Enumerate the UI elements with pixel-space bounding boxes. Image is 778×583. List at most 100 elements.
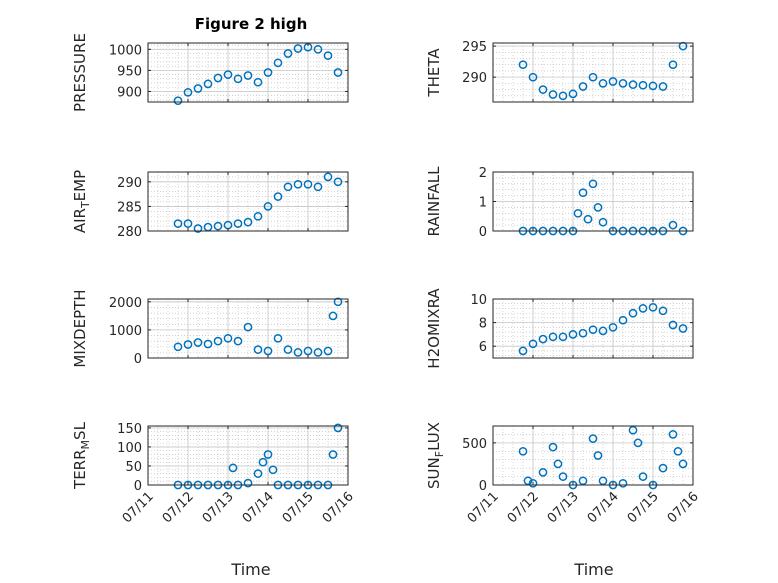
data-point (333, 68, 343, 77)
data-point (638, 80, 648, 90)
data-point (638, 472, 648, 481)
data-point (323, 172, 333, 182)
y-axis-label-part: SUN (425, 457, 443, 489)
y-axis-label: THETA (425, 48, 443, 98)
data-point (243, 478, 253, 488)
data-point (203, 79, 213, 89)
data-point (183, 219, 193, 228)
y-tick-label: 2 (479, 166, 487, 181)
data-point (303, 179, 313, 189)
y-tick-label: 8 (479, 317, 487, 332)
y-tick-label: 290 (462, 71, 487, 86)
data-point (598, 217, 608, 227)
y-axis-label-subscript: T (79, 201, 92, 209)
data-point (268, 465, 278, 475)
y-tick-label: 900 (117, 85, 142, 100)
x-axis-label-right: Time (573, 560, 613, 579)
y-tick-label: 2000 (109, 296, 142, 311)
data-point (523, 476, 533, 486)
data-point (608, 77, 618, 86)
data-point (303, 346, 313, 356)
axes-frame (147, 171, 349, 232)
y-tick-label: 1000 (109, 43, 142, 58)
data-point (538, 468, 548, 477)
data-point (293, 44, 303, 53)
y-tick-label: 295 (462, 40, 487, 55)
data-point (213, 336, 223, 346)
plot-area (148, 426, 348, 485)
data-point (598, 79, 608, 88)
data-point (618, 478, 628, 488)
axes-frame (147, 298, 349, 359)
data-point (333, 297, 343, 307)
data-point (263, 450, 273, 459)
data-point (193, 224, 203, 233)
data-point (573, 208, 583, 218)
data-point (283, 345, 293, 354)
y-axis-label-subscript: F (433, 451, 446, 457)
axes-frame (492, 42, 694, 103)
data-point (618, 79, 628, 88)
data-point (528, 478, 538, 488)
data-point (243, 322, 253, 332)
data-point (528, 72, 538, 82)
data-point (628, 80, 638, 89)
data-point (668, 320, 678, 330)
y-axis-label-part: SL (71, 421, 89, 440)
data-point (183, 87, 193, 97)
data-point (263, 68, 273, 77)
data-point (648, 81, 658, 91)
y-tick-label: 285 (117, 200, 142, 215)
data-point (658, 82, 668, 91)
x-axis-label-left: Time (230, 560, 270, 579)
subplot-2: 290 295 THETA (425, 40, 694, 103)
data-point (328, 450, 338, 459)
data-point (558, 472, 568, 481)
data-point (223, 70, 233, 79)
data-point (578, 82, 588, 91)
data-point (558, 332, 568, 342)
data-point (618, 315, 628, 325)
subplot-6: 6 8 10 H2OMIXRA (425, 288, 694, 369)
data-point (293, 348, 303, 357)
y-tick-label: 290 (117, 176, 142, 191)
y-tick-label: 100 (117, 441, 142, 456)
data-point (528, 339, 538, 349)
data-point (593, 203, 603, 212)
axes-frame (147, 42, 349, 103)
y-axis-label: SUNFLUX (425, 422, 446, 489)
data-point (233, 336, 243, 346)
data-point (233, 74, 243, 84)
data-point (678, 324, 688, 333)
data-point (548, 442, 558, 452)
y-tick-label: 500 (462, 437, 487, 452)
data-point (668, 430, 678, 439)
data-point (273, 192, 283, 201)
data-point (568, 330, 578, 339)
data-point (588, 325, 598, 335)
data-point (313, 182, 323, 192)
data-point (598, 476, 608, 486)
data-point (518, 346, 528, 356)
data-point (558, 91, 568, 101)
data-point (518, 60, 528, 70)
y-tick-label: 150 (117, 422, 142, 437)
data-point (538, 85, 548, 94)
data-point (658, 306, 668, 316)
subplot-5: 0 1000 2000 MIXDEPTH (71, 289, 349, 368)
data-point (203, 339, 213, 349)
data-point (173, 342, 183, 352)
data-point (593, 451, 603, 460)
y-tick-label: 1 (479, 196, 487, 211)
data-point (243, 71, 253, 80)
data-point (323, 51, 333, 60)
data-point (253, 211, 263, 221)
data-point (283, 49, 293, 58)
data-point (678, 459, 688, 469)
data-point (193, 338, 203, 347)
data-point (583, 214, 593, 224)
data-point (253, 77, 263, 87)
plot-area (493, 43, 693, 102)
y-tick-label: 0 (134, 479, 142, 494)
data-point (263, 202, 273, 211)
